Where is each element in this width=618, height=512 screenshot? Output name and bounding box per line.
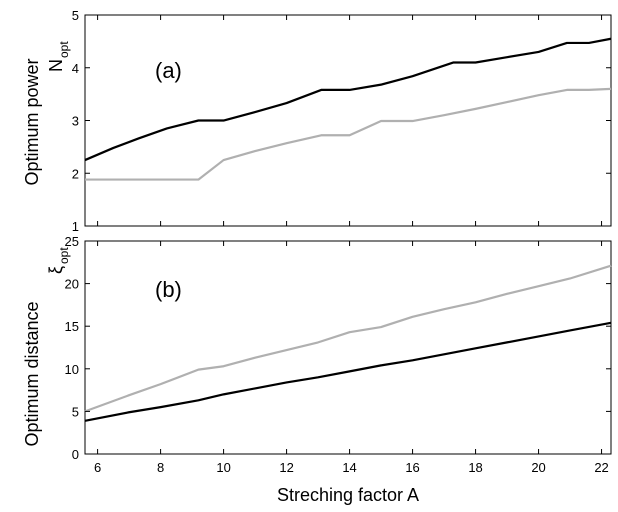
panel-a-symbol: N opt	[46, 41, 71, 72]
panel-a-series	[84, 37, 612, 181]
panel-a-series-line-0	[84, 37, 612, 162]
panel-b-series-line-1	[84, 264, 612, 413]
panel-b-xtick-label-8: 22	[594, 460, 608, 475]
panel-b-xtick-label-5: 16	[405, 460, 419, 475]
panel-a-label: (a)	[155, 58, 182, 83]
panel-a-series-line-1	[85, 87, 612, 181]
panel-a-frame	[84, 14, 612, 227]
panel-b-xtick-label-7: 20	[531, 460, 545, 475]
panel-a-ylabel: Optimum power	[22, 58, 42, 185]
panel-b-ylabel: Optimum distance	[22, 301, 42, 446]
panel-b-xtick-label-0: 6	[94, 460, 101, 475]
panel-a-symbol-sub: opt	[57, 41, 71, 58]
panel-a-ytick-label-3: 4	[72, 61, 79, 76]
panel-a-ytick-label-2: 3	[72, 114, 79, 129]
panel-b-xtick-label-1: 8	[157, 460, 164, 475]
panel-b-ytick-label-4: 20	[65, 277, 79, 292]
panel-a-ytick-label-0: 1	[72, 219, 79, 234]
panel-b-ytick-label-5: 25	[65, 234, 79, 249]
panel-b-xtick-label-3: 12	[279, 460, 293, 475]
panel-b-xtick-label-2: 10	[216, 460, 230, 475]
panel-a: 1 2 3 4 5 (a) Optimum power N opt	[22, 8, 612, 234]
panel-a-ticks: 1 2 3 4 5	[72, 8, 611, 234]
panel-b-label: (b)	[155, 277, 182, 302]
panel-b-symbol-sub: opt	[57, 247, 71, 264]
panel-b-series	[84, 264, 612, 422]
panel-b-ytick-label-3: 15	[65, 319, 79, 334]
panel-b-ytick-label-1: 5	[72, 404, 79, 419]
panel-b-xtick-label-4: 14	[342, 460, 356, 475]
panel-b-xtick-label-6: 18	[468, 460, 482, 475]
x-axis-label: Streching factor A	[277, 485, 419, 505]
panel-b-ytick-label-2: 10	[65, 362, 79, 377]
panel-b-frame	[84, 240, 612, 455]
panel-b-symbol: ξ opt	[46, 247, 71, 274]
panel-a-ytick-label-4: 5	[72, 8, 79, 23]
panel-b: 0 5 10 15 20 25 6 8 10 12 14 16 18 20 22 (b) Optimum d…	[22, 234, 612, 505]
panel-b-symbol-main: ξ	[46, 266, 66, 274]
panel-b-ytick-label-0: 0	[72, 447, 79, 462]
panel-a-symbol-main: N	[46, 59, 66, 72]
panel-b-ticks: 0 5 10 15 20 25 6 8 10 12 14 16 18 20 22	[65, 234, 611, 475]
panel-a-ytick-label-1: 2	[72, 166, 79, 181]
panel-b-series-line-0	[84, 321, 612, 422]
